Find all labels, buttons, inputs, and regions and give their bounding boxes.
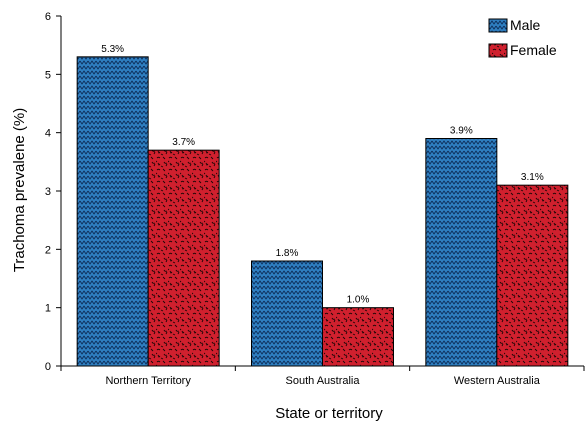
bar-female-1	[322, 307, 394, 367]
legend-swatch-female	[488, 43, 508, 58]
data-label-female-2: 3.1%	[521, 172, 544, 183]
legend-label-female: Female	[510, 42, 557, 58]
data-label-female-0: 3.7%	[172, 137, 195, 148]
y-axis-title: Trachoma prevalene (%)	[11, 108, 28, 273]
x-tick-label: Western Australia	[454, 375, 541, 387]
x-tick-label: South Australia	[286, 375, 361, 387]
legend-swatch-male	[488, 18, 508, 33]
bar-male-2	[425, 138, 498, 367]
bar-female-2	[496, 184, 569, 367]
y-tick-label: 1	[45, 303, 51, 315]
data-label-male-1: 1.8%	[276, 248, 299, 259]
y-tick-label: 0	[45, 361, 51, 373]
x-axis-title: State or territory	[275, 405, 383, 422]
bars-group	[76, 56, 569, 367]
y-tick-label: 2	[45, 244, 51, 256]
bar-female-0	[147, 149, 220, 367]
data-label-male-2: 3.9%	[450, 126, 473, 137]
x-tick-label: Northern Territory	[105, 375, 191, 387]
data-label-male-0: 5.3%	[101, 44, 124, 55]
legend: Male Female	[488, 17, 557, 58]
y-tick-label: 5	[45, 69, 51, 81]
y-tick-label: 3	[45, 186, 51, 198]
y-tick-label: 6	[45, 11, 51, 23]
bar-male-0	[76, 56, 149, 367]
legend-label-male: Male	[510, 17, 541, 33]
bar-male-1	[251, 260, 323, 367]
data-labels-group: 5.3% 3.7% 1.8% 1.0% 3.9% 3.1%	[101, 44, 544, 306]
y-tick-label: 4	[45, 128, 51, 140]
axes-group: 0 1 2 3 4 5 6 Northern Territory South Australia…	[45, 11, 585, 387]
data-label-female-1: 1.0%	[347, 295, 370, 306]
